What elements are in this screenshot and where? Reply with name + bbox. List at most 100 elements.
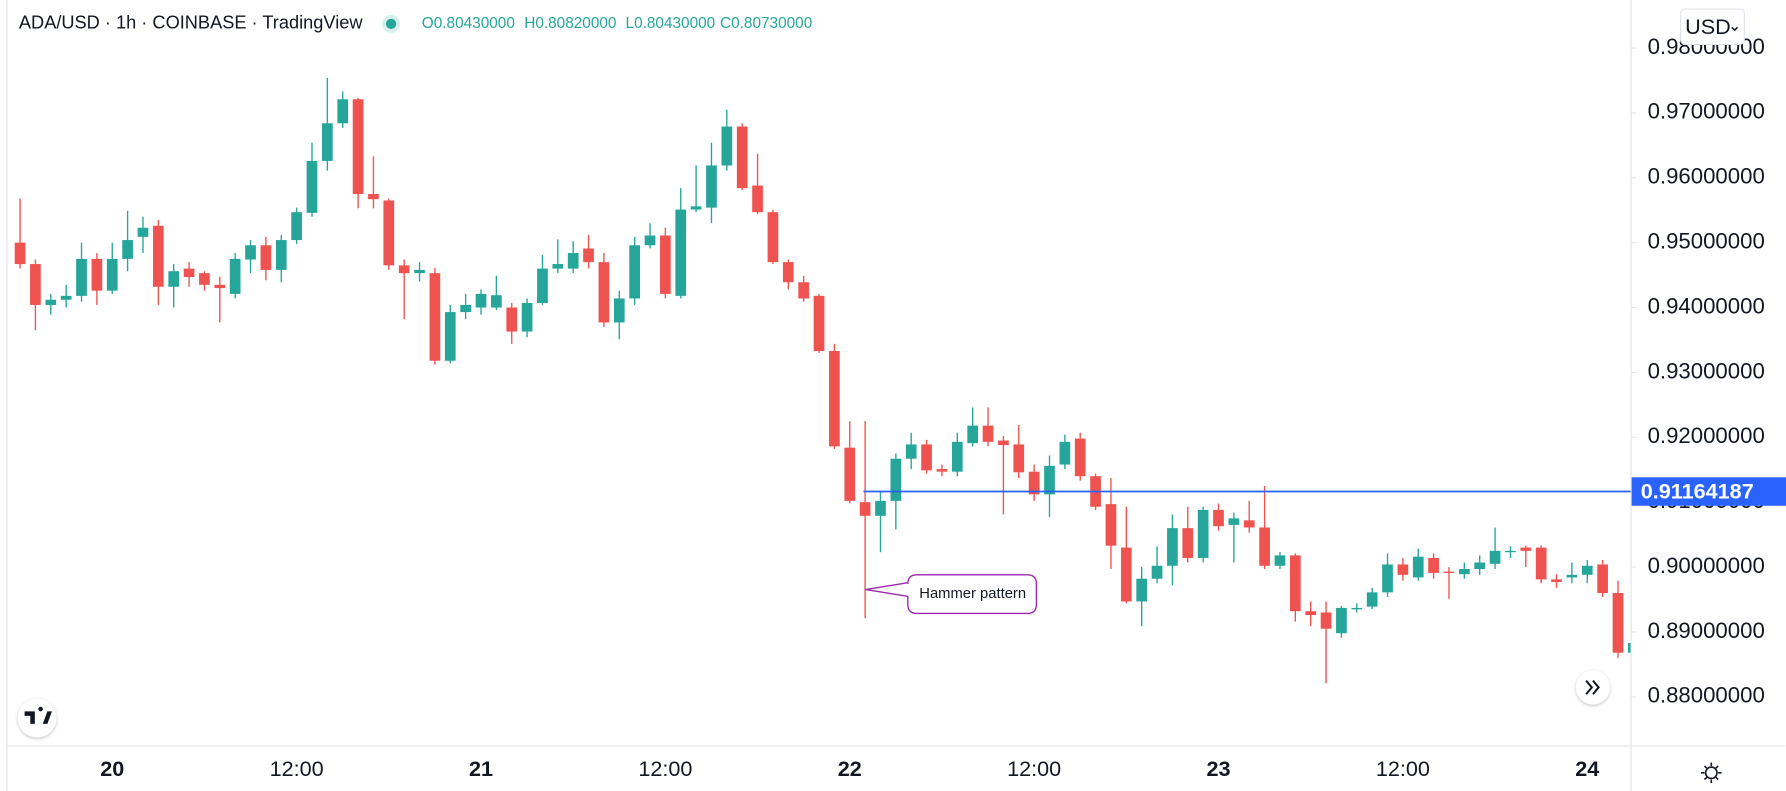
logo[interactable]	[17, 698, 57, 738]
y-tick-label: 0.94000000	[1648, 293, 1765, 318]
candle-body	[1412, 556, 1424, 578]
candle-body	[322, 123, 333, 161]
candle-body	[798, 282, 810, 299]
candle-body	[506, 307, 518, 332]
x-tick-label: 23	[1206, 756, 1230, 781]
plot-area	[14, 77, 1631, 684]
candle-body	[1458, 569, 1470, 575]
candle-body	[1151, 565, 1163, 579]
candle-body	[1489, 550, 1501, 564]
candle-body	[736, 126, 748, 189]
candle-body	[199, 273, 210, 285]
x-tick-label: 24	[1575, 756, 1599, 781]
candle-body	[890, 458, 902, 501]
candle-body	[1013, 444, 1025, 473]
candle-body	[368, 193, 379, 200]
chart-title: ADA/USD · 1h · COINBASE · TradingView	[19, 13, 363, 33]
y-tick-label: 0.90000000	[1648, 553, 1765, 578]
candle-body	[1382, 564, 1393, 593]
candle-body	[122, 240, 133, 259]
x-tick-label: 20	[100, 756, 124, 781]
candle-body	[1105, 504, 1117, 546]
x-tick-label: 22	[838, 756, 862, 781]
candle-body	[1581, 565, 1593, 575]
y-tick-label: 0.92000000	[1648, 423, 1765, 448]
candle-body	[1566, 574, 1578, 578]
candle-body	[429, 273, 441, 361]
candle-body	[1197, 509, 1209, 558]
candle-body	[137, 227, 149, 237]
x-tick-label: 12:00	[638, 756, 692, 781]
candle-body	[1259, 527, 1270, 566]
currency-chevron[interactable]	[1731, 26, 1739, 32]
candle-body	[752, 185, 763, 213]
candle-body	[567, 253, 579, 269]
candle-body	[460, 304, 471, 313]
candle-body	[1243, 520, 1255, 528]
ohlc-high: H0.80820000	[524, 15, 616, 32]
candle-body	[1136, 578, 1148, 602]
level-label-box	[1631, 477, 1786, 506]
candle-body	[260, 245, 272, 270]
candle-body	[982, 425, 994, 442]
candle-body	[1351, 607, 1363, 610]
candle-body	[1320, 612, 1332, 629]
candle-body	[1597, 564, 1608, 594]
candle-body	[1289, 555, 1301, 612]
y-tick-label: 0.97000000	[1648, 99, 1765, 124]
candle-body	[306, 160, 318, 213]
candle-body	[813, 295, 825, 352]
candle-body	[168, 271, 180, 287]
candle-body	[291, 212, 302, 241]
candle-body	[1474, 562, 1486, 570]
candle-body	[275, 240, 287, 270]
x-tick-label: 21	[469, 756, 493, 781]
ohlc-close: C0.80730000	[720, 15, 812, 32]
candle-body	[875, 500, 886, 516]
settings-button[interactable]	[1701, 762, 1722, 784]
candle-body	[1428, 557, 1439, 573]
currency-button-box[interactable]	[1680, 8, 1745, 45]
candle-body	[152, 225, 164, 287]
candle-body	[644, 235, 656, 246]
y-tick-label: 0.96000000	[1648, 164, 1765, 189]
y-tick-label: 0.88000000	[1648, 683, 1765, 708]
candle-body	[444, 312, 456, 361]
y-tick-label: 0.89000000	[1648, 618, 1765, 643]
logo-circle[interactable]	[17, 698, 57, 738]
annotation-text: Hammer pattern	[919, 586, 1026, 602]
candle-body	[706, 165, 717, 208]
candle-body	[1120, 547, 1132, 602]
candle-body	[1366, 592, 1378, 607]
candle-body	[14, 242, 26, 265]
candle-body	[1228, 518, 1240, 525]
annotation: Hammer pattern	[865, 574, 1038, 615]
scroll-button-icon[interactable]	[1585, 679, 1600, 695]
y-tick-label: 0.93000000	[1648, 358, 1765, 383]
currency-button[interactable]: USD	[1680, 8, 1745, 45]
settings-gear[interactable]	[1704, 766, 1718, 780]
candle-body	[998, 440, 1009, 446]
scroll-button[interactable]	[1575, 670, 1611, 705]
candle-body	[629, 245, 640, 299]
candle-body	[1505, 550, 1516, 553]
candle-body	[1182, 528, 1194, 558]
candle-body	[475, 293, 487, 308]
candle-body	[398, 265, 410, 274]
candle-body	[951, 441, 963, 472]
candle-body	[337, 99, 349, 124]
candle-body	[1336, 607, 1347, 634]
currency-label[interactable]: USD	[1685, 14, 1731, 39]
candle-body	[598, 262, 610, 323]
candle-body	[1628, 642, 1631, 653]
y-tick-label: 0.95000000	[1648, 229, 1765, 254]
settings-gear-teeth[interactable]	[1701, 762, 1722, 784]
candle-body	[245, 245, 256, 260]
candle-body	[1213, 509, 1224, 527]
candle-body	[921, 444, 932, 471]
candle-body	[1044, 465, 1055, 495]
logo-mark[interactable]	[24, 706, 52, 724]
candle-body	[1074, 438, 1086, 477]
ohlc-open: O0.80430000	[422, 15, 515, 32]
